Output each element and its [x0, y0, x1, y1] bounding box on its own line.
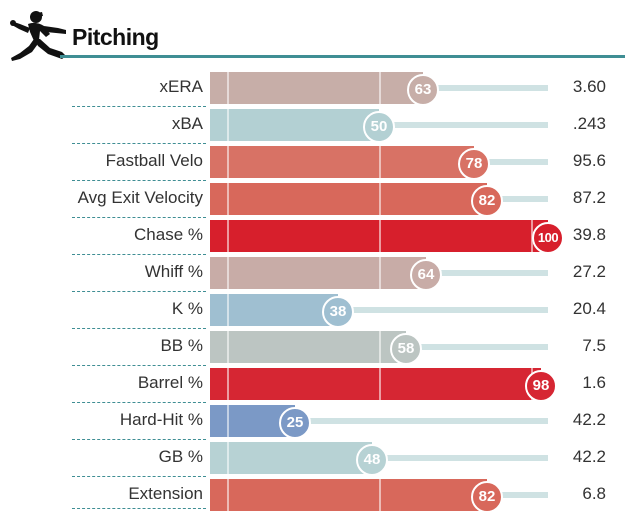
stat-row: Barrel % 98 1.6: [0, 365, 628, 402]
percentile-bar: [210, 294, 338, 326]
stat-row: BB % 58 7.5: [0, 328, 628, 365]
stat-row: Chase % 100 39.8: [0, 217, 628, 254]
stat-value: 20.4: [572, 299, 606, 318]
percentile-gridline: [379, 331, 381, 363]
percentile-gridline: [379, 72, 381, 104]
row-divider: [72, 217, 206, 218]
stat-value: 1.6: [582, 373, 606, 392]
stat-label: xBA: [171, 114, 203, 133]
stat-value: 39.8: [572, 225, 606, 244]
stat-row: xBA 50 .243: [0, 106, 628, 143]
percentile-badge: 82: [471, 185, 503, 217]
stat-label: K %: [171, 299, 203, 318]
percentile-bar: [210, 257, 426, 289]
percentile-track: [210, 307, 548, 313]
stat-label: Fastball Velo: [105, 151, 203, 170]
percentile-gridline: [379, 183, 381, 215]
percentile-badge: 98: [525, 370, 557, 402]
row-divider: [72, 291, 206, 292]
percentile-gridline: [227, 109, 229, 141]
percentile-gridline: [379, 479, 381, 511]
percentile-gridline: [227, 442, 229, 474]
section-title: Pitching: [72, 24, 159, 50]
percentile-gridline: [379, 368, 381, 400]
percentile-gridline: [379, 146, 381, 178]
percentile-gridline: [227, 294, 229, 326]
percentile-gridline: [227, 257, 229, 289]
stat-label: xERA: [159, 77, 203, 96]
row-divider: [72, 508, 206, 509]
percentile-gridline: [379, 257, 381, 289]
stat-label: Whiff %: [144, 262, 203, 281]
stat-value: 95.6: [572, 151, 606, 170]
stat-label: Hard-Hit %: [119, 410, 203, 429]
stat-row: Hard-Hit % 25 42.2: [0, 402, 628, 439]
percentile-bar: [210, 331, 406, 363]
percentile-gridline: [227, 72, 229, 104]
stat-row: Avg Exit Velocity 82 87.2: [0, 180, 628, 217]
percentile-gridline: [227, 146, 229, 178]
row-divider: [72, 254, 206, 255]
percentile-badge: 63: [407, 74, 439, 106]
row-divider: [72, 328, 206, 329]
pitcher-silhouette-icon: [10, 11, 66, 61]
percentile-badge: 25: [279, 407, 311, 439]
stat-value: 27.2: [572, 262, 606, 281]
percentile-bar: [210, 109, 379, 141]
percentile-bar: [210, 479, 487, 511]
percentile-badge: 38: [322, 296, 354, 328]
row-divider: [72, 143, 206, 144]
stat-value: 42.2: [572, 410, 606, 429]
percentile-bar: [210, 442, 372, 474]
stat-row: Extension 82 6.8: [0, 476, 628, 513]
row-divider: [72, 365, 206, 366]
stat-value: 6.8: [582, 484, 606, 503]
percentile-gridline: [379, 220, 381, 252]
percentile-badge: 64: [410, 259, 442, 291]
percentile-gridline: [227, 220, 229, 252]
stat-label: Extension: [128, 484, 203, 503]
stat-row: K % 38 20.4: [0, 291, 628, 328]
row-divider: [72, 106, 206, 107]
percentile-track: [210, 418, 548, 424]
percentile-badge: 78: [458, 148, 490, 180]
row-divider: [72, 180, 206, 181]
stat-label: Avg Exit Velocity: [77, 188, 203, 207]
percentile-badge: 48: [356, 444, 388, 476]
stat-value: 87.2: [572, 188, 606, 207]
percentile-gridline: [227, 368, 229, 400]
percentile-gridline: [227, 405, 229, 437]
stat-label: BB %: [160, 336, 203, 355]
stat-value: 3.60: [572, 77, 606, 96]
percentile-bar: [210, 183, 487, 215]
percentile-badge: 58: [390, 333, 422, 365]
percentile-bar: [210, 72, 423, 104]
stat-row: Fastball Velo 78 95.6: [0, 143, 628, 180]
percentile-badge: 100: [532, 222, 564, 254]
title-underline: [60, 55, 625, 58]
stat-value: .243: [572, 114, 606, 133]
percentile-gridline: [227, 479, 229, 511]
stat-row: Whiff % 64 27.2: [0, 254, 628, 291]
stat-value: 42.2: [572, 447, 606, 466]
stat-value: 7.5: [582, 336, 606, 355]
stat-row: xERA 63 3.60: [0, 71, 628, 106]
percentile-gridline: [227, 183, 229, 215]
section-header: Pitching: [0, 0, 628, 70]
stat-label: Barrel %: [137, 373, 203, 392]
row-divider: [72, 476, 206, 477]
stat-label: GB %: [158, 447, 203, 466]
percentile-bar: [210, 146, 474, 178]
row-divider: [72, 439, 206, 440]
row-divider: [72, 402, 206, 403]
percentile-badge: 82: [471, 481, 503, 513]
percentile-bar: [210, 368, 541, 400]
percentile-gridline: [227, 331, 229, 363]
stat-label: Chase %: [134, 225, 203, 244]
percentile-badge: 50: [363, 111, 395, 143]
stat-row: GB % 48 42.2: [0, 439, 628, 476]
